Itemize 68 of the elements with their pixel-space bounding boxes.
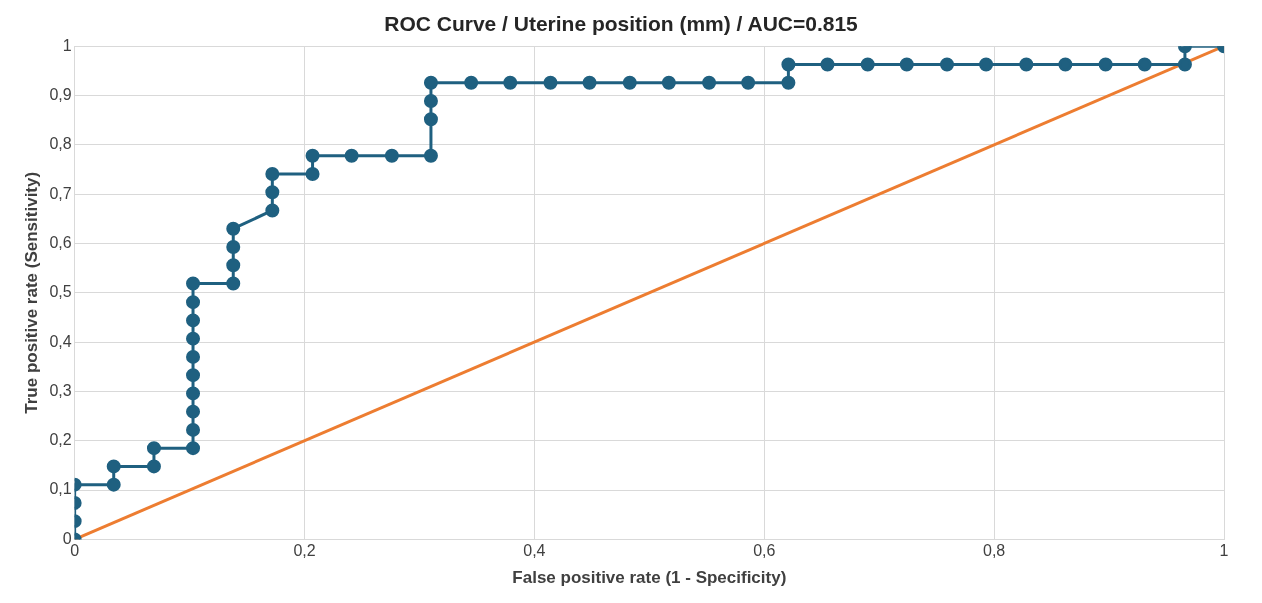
point [940,57,955,72]
point [781,57,796,72]
y-tick-label: 0,6 [49,233,72,251]
point [464,75,479,90]
y-tick-label: 1 [62,36,72,54]
point [1137,57,1152,72]
point [860,57,875,72]
point [265,185,280,200]
x-tick-label: 1 [1219,542,1229,560]
y-tick-label: 0 [62,529,72,547]
point [186,276,201,291]
point [186,441,201,456]
point [741,75,756,90]
x-axis-title: False positive rate (1 - Specificity) [512,568,787,588]
point [186,404,201,419]
point [423,148,438,163]
y-axis-title: True positive rate (Sensitivity) [21,171,41,414]
point [305,148,320,163]
point [622,75,637,90]
point [820,57,835,72]
y-tick-label: 0,2 [49,431,72,449]
point [305,166,320,181]
point [1177,57,1192,72]
point [226,221,241,236]
point [186,368,201,383]
point [106,459,121,474]
point [186,331,201,346]
point [265,203,280,218]
y-tick-label: 0,5 [49,283,72,301]
point [186,313,201,328]
point [899,57,914,72]
point [146,441,161,456]
point [226,258,241,273]
point [344,148,359,163]
point [661,75,676,90]
point [186,386,201,401]
point [186,422,201,437]
x-tick-label: 0,4 [523,542,546,560]
point [106,477,121,492]
point [781,75,796,90]
point [226,276,241,291]
point [384,148,399,163]
x-tick-label: 0,6 [753,542,776,560]
point [1058,57,1073,72]
y-tick-label: 0,8 [49,135,72,153]
point [226,239,241,254]
x-tick-label: 0,8 [983,542,1006,560]
point [543,75,558,90]
point [423,112,438,127]
y-tick-label: 0,7 [49,184,72,202]
y-tick-label: 0,3 [49,381,72,399]
point [423,93,438,108]
y-tick-label: 0,4 [49,332,72,350]
point [503,75,518,90]
point [186,349,201,364]
y-tick-label: 0,1 [49,480,72,498]
y-tick-label: 0,9 [49,85,72,103]
x-tick-label: 0,2 [293,542,316,560]
point [423,75,438,90]
point [582,75,597,90]
point [979,57,994,72]
chart-title: ROC Curve / Uterine position (mm) / AUC=0.815 [384,12,859,36]
point [702,75,717,90]
point [1019,57,1034,72]
point [186,295,201,310]
point [146,459,161,474]
point [265,166,280,181]
point [1098,57,1113,72]
